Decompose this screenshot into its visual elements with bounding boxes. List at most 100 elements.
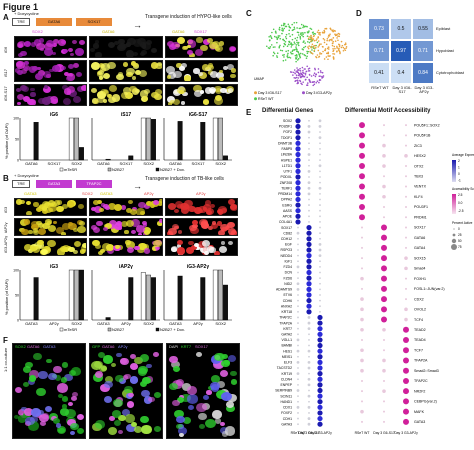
motif-label: OVOL2 [414, 308, 426, 312]
umap-point [270, 37, 273, 40]
heatmap-row-label: Epiblast [436, 26, 451, 31]
cell [139, 381, 147, 388]
nucleus [203, 38, 211, 45]
bar [200, 121, 206, 161]
panel-c-label: C [246, 9, 252, 18]
micrograph-row-label: iAP2γ [3, 222, 8, 233]
cell [39, 421, 46, 427]
umap-point [304, 42, 306, 44]
nucleus [205, 200, 212, 206]
nucleus [43, 70, 51, 78]
gene-dot [318, 164, 322, 168]
cell [146, 363, 152, 369]
nucleus [77, 225, 86, 233]
nucleus [198, 72, 204, 77]
cell [103, 355, 113, 364]
gene-dot [319, 260, 321, 263]
umap-point [283, 56, 285, 58]
panel-a-micrographs: iG6 iS17 iG6-S17 [3, 36, 240, 108]
gene-dot [308, 372, 310, 375]
nucleus [24, 61, 29, 66]
gene-dot [295, 219, 301, 225]
legend-label: mTeSR [64, 167, 77, 172]
nucleus [146, 39, 153, 45]
umap-point [313, 49, 316, 52]
nucleus [77, 86, 85, 93]
nucleus [62, 222, 71, 230]
umap-point [327, 55, 329, 57]
umap-point [312, 38, 315, 40]
umap-point [307, 37, 310, 40]
gene-dot [308, 209, 310, 212]
nucleus [90, 62, 100, 70]
nucleus [149, 203, 155, 209]
nucleus [143, 248, 150, 254]
umap-point [323, 29, 325, 32]
umap-point [329, 38, 331, 41]
x-tick-label: SOX2 [143, 321, 154, 326]
nucleus [63, 97, 72, 105]
cell [202, 394, 210, 401]
umap-point [291, 50, 294, 52]
umap-point [278, 35, 281, 37]
umap-point [335, 34, 337, 36]
gene-dot [319, 232, 321, 235]
cell [141, 389, 151, 398]
nucleus [18, 53, 24, 57]
nucleus [95, 40, 100, 45]
nucleus [120, 205, 127, 210]
umap-point [307, 46, 309, 48]
motif-label: TCF7 [414, 348, 423, 352]
umap-point [297, 44, 300, 47]
motif-dot [405, 134, 407, 137]
motif-dot [361, 379, 363, 382]
gene-dot [297, 322, 299, 324]
gene-dot [318, 243, 322, 246]
gene-dot [306, 281, 312, 287]
cell [28, 370, 39, 379]
gene-dot [319, 176, 321, 178]
cell [138, 366, 149, 375]
nucleus [42, 85, 52, 94]
umap-point [302, 33, 304, 35]
cell [205, 418, 217, 428]
nucleus [73, 241, 81, 248]
umap-point [318, 33, 320, 35]
umap-point [283, 22, 285, 25]
nucleus [134, 70, 141, 76]
nucleus [125, 207, 133, 214]
cell [21, 406, 27, 411]
nucleus [113, 40, 120, 46]
umap-point [306, 55, 308, 58]
umap-point [309, 81, 312, 84]
cell [22, 365, 32, 373]
nucleus [92, 226, 101, 233]
gene-dot [296, 389, 300, 392]
nucleus [166, 40, 175, 47]
nucleus [228, 199, 235, 205]
panel-a-channels: SOX2 GATA6 GATA6 SOX17 [32, 29, 207, 34]
cell [219, 369, 229, 377]
micrograph-tile [164, 198, 238, 216]
umap-point [275, 32, 277, 34]
nucleus [97, 199, 103, 205]
umap-point [295, 46, 297, 48]
nucleus [67, 246, 75, 253]
umap-point [317, 36, 319, 39]
umap-point [315, 39, 317, 42]
gene-dot [297, 237, 299, 240]
motif-dot [360, 297, 364, 301]
gene-label: VGLL1 [281, 338, 292, 342]
panel-b-construct: TRE GATA3 TFAP2C [12, 180, 126, 188]
heatmap-cell: 0.71 [412, 40, 434, 62]
gene-dot [297, 327, 299, 330]
gene-dot [306, 303, 312, 309]
cell [61, 396, 69, 402]
motif-dot [382, 184, 386, 189]
nucleus [202, 204, 212, 212]
gene-dot [306, 247, 312, 253]
motif-dot [383, 205, 385, 208]
umap-point [325, 43, 328, 46]
heatmap-col-label: Day 3 iG3-AP2γ [414, 85, 434, 94]
nucleus [176, 37, 185, 45]
